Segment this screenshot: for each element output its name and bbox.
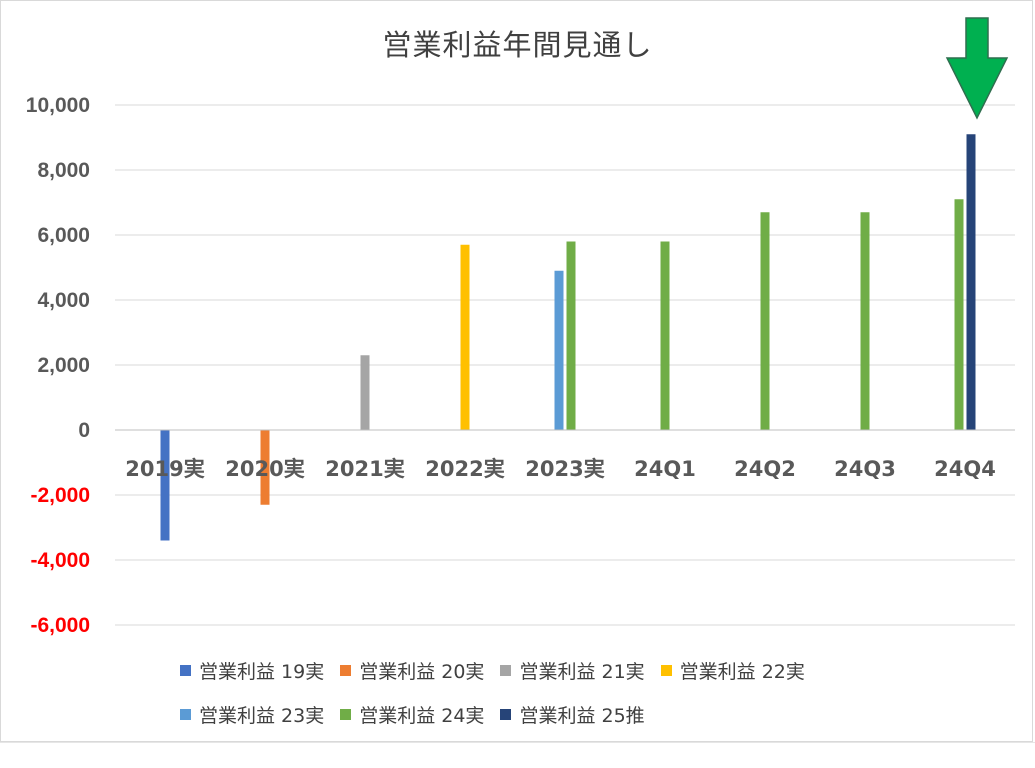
legend-item: 営業利益 19実	[180, 657, 324, 684]
y-tick-label: 6,000	[37, 224, 90, 247]
bars	[160, 134, 976, 541]
sheet-bottom-strip	[0, 742, 1035, 768]
x-axis-ticks: 2019実 2020実 2021実 2022実 2023実 24Q1 24Q2 24Q3 24Q…	[125, 457, 996, 481]
bar	[160, 430, 170, 541]
x-tick-label: 2019実	[125, 457, 204, 481]
legend-item: 営業利益 21実	[500, 657, 645, 684]
x-tick-label: 24Q1	[634, 457, 696, 481]
y-tick-label: 0	[78, 419, 90, 442]
x-tick-label: 2022実	[425, 457, 504, 481]
bar	[660, 241, 670, 430]
legend-row: 営業利益 19実 営業利益 20実 営業利益 21実 営業利益 22実	[180, 655, 940, 685]
x-tick-label: 24Q3	[834, 457, 896, 481]
legend-swatch	[340, 664, 352, 676]
x-tick-label: 24Q2	[734, 457, 796, 481]
x-tick-label: 24Q4	[934, 457, 996, 481]
y-tick-label: 10,000	[26, 94, 90, 117]
bar	[966, 134, 976, 430]
y-tick-label: 2,000	[37, 354, 90, 377]
annotations	[945, 17, 1009, 120]
y-tick-label: -2,000	[30, 484, 90, 507]
legend-swatch	[500, 664, 512, 676]
legend-swatch	[340, 708, 352, 720]
y-axis-ticks: 10,000 8,000 6,000 4,000 2,000 0 -2,000 -4,000 -…	[26, 94, 90, 637]
y-tick-label: 4,000	[37, 289, 90, 312]
bar	[260, 430, 270, 505]
bar	[954, 199, 964, 430]
legend-label: 営業利益 24実	[359, 704, 485, 727]
legend: 営業利益 19実 営業利益 20実 営業利益 21実 営業利益 22実 営業利益 23…	[180, 655, 940, 743]
bar	[460, 244, 470, 430]
chart-title: 営業利益年間見通し	[382, 28, 653, 62]
legend-label: 営業利益 22実	[679, 660, 805, 683]
bar	[360, 355, 370, 430]
legend-row: 営業利益 23実 営業利益 24実 営業利益 25推	[180, 699, 940, 729]
bar	[760, 212, 770, 430]
legend-label: 営業利益 25推	[519, 704, 645, 727]
plot-area: 10,000 8,000 6,000 4,000 2,000 0 -2,000 -4,000 -…	[26, 17, 1015, 637]
legend-label: 営業利益 19実	[199, 660, 325, 683]
legend-item: 営業利益 25推	[500, 701, 645, 728]
x-tick-label: 2020実	[225, 457, 304, 481]
legend-swatch	[500, 708, 512, 720]
y-tick-label: -6,000	[30, 614, 90, 637]
bar	[554, 270, 564, 430]
y-tick-label: -4,000	[30, 549, 90, 572]
legend-item: 営業利益 20実	[340, 657, 484, 684]
legend-item: 営業利益 22実	[660, 657, 805, 684]
legend-item: 営業利益 23実	[180, 701, 324, 728]
x-tick-label: 2023実	[525, 457, 604, 481]
bar	[860, 212, 870, 430]
bar	[566, 241, 576, 430]
legend-item: 営業利益 24実	[340, 701, 484, 728]
y-tick-label: 8,000	[37, 159, 90, 182]
gridlines	[115, 104, 1015, 626]
legend-label: 営業利益 21実	[519, 660, 645, 683]
legend-swatch	[660, 664, 672, 676]
legend-label: 営業利益 23実	[199, 704, 325, 727]
legend-label: 営業利益 20実	[359, 660, 485, 683]
x-tick-label: 2021実	[325, 457, 404, 481]
legend-swatch	[180, 708, 191, 720]
down-arrow-annotation	[945, 17, 1009, 120]
legend-swatch	[180, 664, 191, 676]
